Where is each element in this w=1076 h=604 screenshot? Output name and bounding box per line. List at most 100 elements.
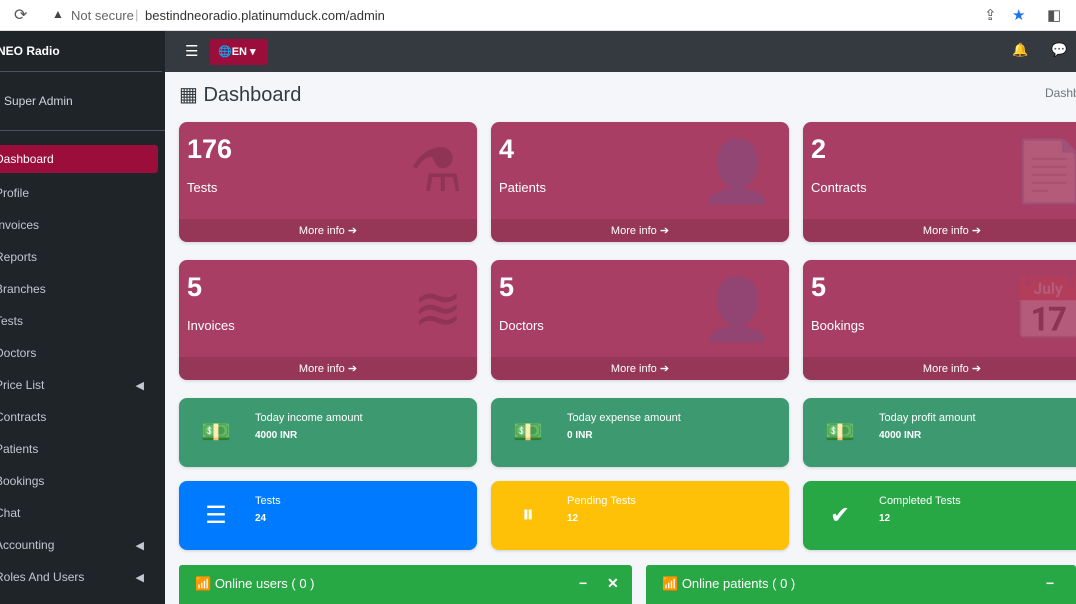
page-title: ▦ Dashboard	[179, 82, 301, 107]
more-info-link[interactable]: More info ➔	[803, 357, 1076, 380]
sidebar-item-roles-and-users[interactable]: Roles And Users ◀	[0, 561, 158, 593]
language-dropdown[interactable]: 🌐EN ▾	[210, 39, 268, 65]
info-value: 24	[255, 513, 267, 524]
info-title: Today expense amount	[567, 412, 681, 424]
star-icon[interactable]: ★	[1012, 7, 1026, 24]
info-box-pending-tests: ⏸ Pending Tests 12	[491, 481, 789, 550]
bell-icon[interactable]: 🔔	[1012, 42, 1029, 57]
stat-box-patients: 4 Patients 👤 More info ➔	[491, 122, 789, 242]
stat-value: 2	[811, 134, 827, 164]
arrow-circle-right-icon: ➔	[659, 363, 670, 375]
sidebar-item-reports[interactable]: Reports	[0, 241, 158, 273]
arrow-circle-right-icon: ➔	[971, 363, 982, 375]
page-title-text: Dashboard	[203, 84, 302, 106]
stat-box-doctors: 5 Doctors 👤 More info ➔	[491, 260, 789, 380]
stat-box-invoices: 5 Invoices ≋ More info ➔	[179, 260, 477, 380]
arrow-circle-right-icon: ➔	[347, 225, 358, 237]
stat-label: Invoices	[187, 318, 235, 333]
sidebar-nav: Dashboard Profile Invoices Reports Branches T…	[0, 145, 165, 593]
sidebar-item-label: Roles And Users	[0, 570, 85, 584]
sidebar-item-invoices[interactable]: Invoices	[0, 209, 158, 241]
sidebar-item-label: Accounting	[0, 538, 55, 552]
sidebar-item-label: Chat	[0, 506, 21, 520]
stat-label: Bookings	[811, 318, 865, 333]
money-icon: 💵	[513, 419, 543, 446]
warning-icon[interactable]: ▲	[52, 7, 64, 21]
calendar-icon: 📅	[1012, 276, 1076, 343]
more-info-link[interactable]: More info ➔	[803, 219, 1076, 242]
info-box-completed-tests: ✔ Completed Tests 12	[803, 481, 1076, 550]
sidebar-item-bookings[interactable]: Bookings	[0, 465, 158, 497]
sidebar-item-price-list[interactable]: Price List ◀	[0, 369, 158, 401]
sidebar-item-contracts[interactable]: Contracts	[0, 401, 158, 433]
chevron-left-icon: ◀	[135, 571, 144, 584]
more-info-link[interactable]: More info ➔	[491, 219, 789, 242]
info-value: 4000 INR	[879, 430, 922, 441]
stat-box-contracts: 2 Contracts 📄 More info ➔	[803, 122, 1076, 242]
reload-icon[interactable]: ⟳	[14, 7, 28, 24]
breadcrumb[interactable]: Dashb	[1045, 86, 1076, 100]
info-box-today-expense-amount: 💵 Today expense amount 0 INR	[491, 398, 789, 467]
money-icon: 💵	[201, 419, 231, 446]
stat-label: Contracts	[811, 180, 867, 195]
info-value: 12	[567, 513, 579, 524]
card-title: 📶 Online patients ( 0 )	[662, 576, 795, 592]
info-title: Today income amount	[255, 412, 363, 424]
menu-icon[interactable]: ☰	[185, 43, 199, 60]
grid-icon: ▦	[179, 84, 198, 106]
sidebar-item-profile[interactable]: Profile	[0, 177, 158, 209]
url-field[interactable]: bestindneoradio.platinumduck.com/admin	[145, 8, 385, 23]
more-info-text: More info	[610, 225, 657, 237]
chevron-left-icon: ◀	[135, 539, 144, 552]
more-info-link[interactable]: More info ➔	[491, 357, 789, 380]
stat-value: 176	[187, 134, 233, 164]
globe-icon: 🌐	[218, 46, 232, 58]
sidepanel-icon[interactable]: ◧	[1047, 7, 1062, 24]
security-label[interactable]: Not secure	[71, 8, 134, 23]
sidebar-item-label: Branches	[0, 282, 46, 296]
info-title: Completed Tests	[879, 495, 961, 507]
stat-label: Doctors	[499, 318, 544, 333]
sidebar-item-patients[interactable]: Patients	[0, 433, 158, 465]
more-info-text: More info	[610, 363, 657, 375]
sidebar-item-accounting[interactable]: Accounting ◀	[0, 529, 158, 561]
sidebar-item-label: Profile	[0, 186, 30, 200]
sidebar-item-tests[interactable]: Tests	[0, 305, 158, 337]
wifi-icon: 📶	[662, 576, 679, 591]
online-patients-card: 📶 Online patients ( 0 ) −	[646, 565, 1076, 604]
pause-icon: ⏸	[522, 501, 534, 528]
sidebar-item-label: Price List	[0, 378, 45, 392]
file-contract-icon: 📄	[1012, 138, 1076, 205]
browser-bar: ⟳ ▲ Not secure | bestindneoradio.platinu…	[0, 0, 1076, 31]
stat-value: 4	[499, 134, 515, 164]
sidebar-item-doctors[interactable]: Doctors	[0, 337, 158, 369]
share-icon[interactable]: ⇪	[984, 7, 997, 24]
more-info-link[interactable]: More info ➔	[179, 219, 477, 242]
chat-icon[interactable]: 💬	[1051, 42, 1068, 57]
language-label: EN	[231, 46, 247, 58]
more-info-text: More info	[298, 363, 345, 375]
money-icon: 💵	[825, 419, 855, 446]
more-info-text: More info	[298, 225, 345, 237]
flask-icon: ⚗	[409, 137, 463, 204]
brand[interactable]: NEO Radio	[0, 31, 162, 72]
sidebar-item-chat[interactable]: Chat	[0, 497, 158, 529]
sidebar-item-dashboard[interactable]: Dashboard	[0, 145, 158, 173]
sidebar-item-label: Contracts	[0, 410, 47, 424]
stat-value: 5	[499, 272, 515, 302]
minimize-button[interactable]: −	[579, 575, 588, 591]
info-value: 12	[879, 513, 891, 524]
arrow-circle-right-icon: ➔	[971, 225, 982, 237]
arrow-circle-right-icon: ➔	[659, 225, 670, 237]
stat-value: 5	[811, 272, 827, 302]
sidebar-item-label: Tests	[0, 314, 24, 328]
info-value: 4000 INR	[255, 430, 298, 441]
arrow-circle-right-icon: ➔	[347, 363, 358, 375]
chevron-left-icon: ◀	[135, 379, 144, 392]
close-button[interactable]: ✕	[607, 575, 619, 591]
more-info-link[interactable]: More info ➔	[179, 357, 477, 380]
stat-label: Patients	[499, 180, 546, 195]
minimize-button[interactable]: −	[1046, 575, 1055, 591]
sidebar-item-branches[interactable]: Branches	[0, 273, 158, 305]
user-name[interactable]: Super Admin	[0, 72, 165, 131]
